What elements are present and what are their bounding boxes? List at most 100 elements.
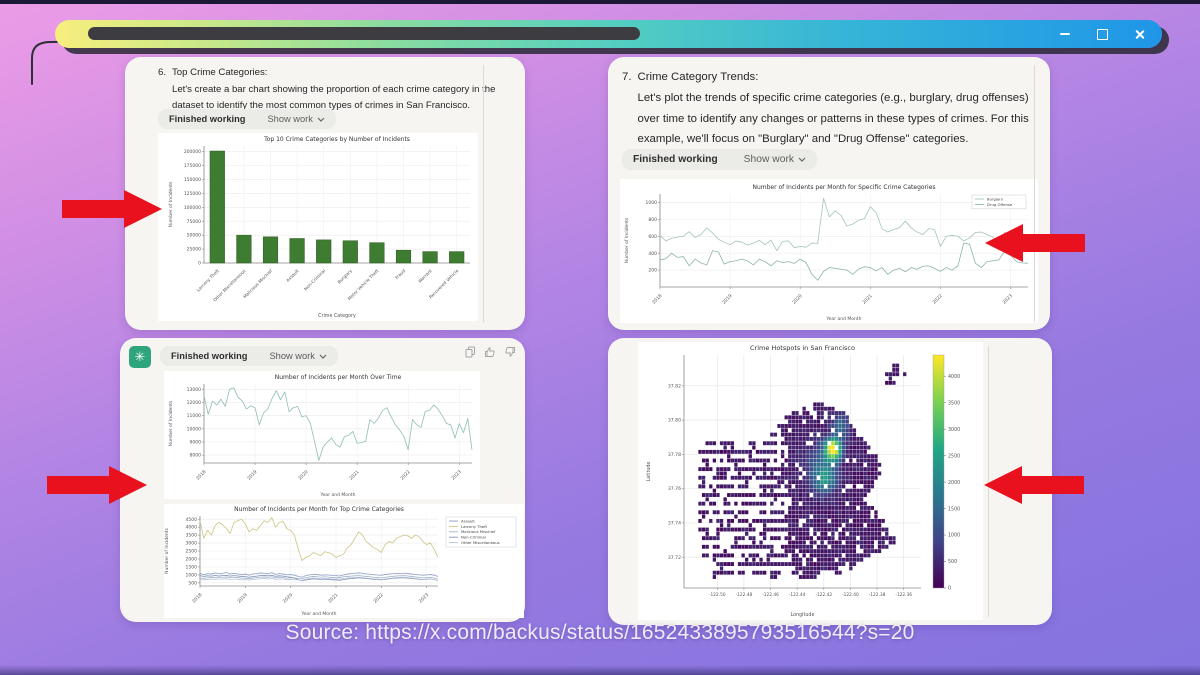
svg-text:12000: 12000 [187,400,201,406]
svg-text:1000: 1000 [646,200,658,206]
svg-text:2023: 2023 [1002,293,1014,305]
svg-text:125000: 125000 [184,191,201,197]
chevron-down-icon [798,157,806,162]
annotation-arrow-left-top-right [985,224,1085,262]
svg-text:2021: 2021 [327,592,339,604]
window-titlebar [55,20,1162,48]
svg-text:500: 500 [948,559,957,565]
step-body: Let's plot the trends of specific crime … [637,92,1029,145]
copy-button[interactable] [465,346,476,358]
scrollbar-track[interactable] [483,65,484,322]
show-work-button[interactable]: Show work [744,154,806,165]
panel-crime-category-trends: 7. Crime Category Trends: Let's plot the… [608,57,1050,330]
svg-text:2022: 2022 [372,592,384,604]
svg-text:9000: 9000 [190,440,202,446]
svg-text:3500: 3500 [948,400,960,406]
svg-text:1000: 1000 [186,572,198,578]
minimize-icon [1060,33,1070,35]
svg-text:37.74: 37.74 [668,520,681,526]
source-caption: Source: https://x.com/backus/status/1652… [285,621,915,644]
heatmap-crime-hotspots: Crime Hotspots in San Francisco Latitude L… [638,342,983,620]
line-chart-incidents-over-time: 8000 9000 10000 11000 12000 13000 Number of In… [164,371,480,499]
svg-text:2018: 2018 [651,293,663,305]
annotation-arrow-left-bottom-right [984,466,1084,504]
status-label: Finished working [169,114,246,124]
svg-text:2020: 2020 [297,469,309,481]
svg-text:Top 10 Crime Categories by Num: Top 10 Crime Categories by Number of Inc… [263,136,410,143]
svg-text:100000: 100000 [184,205,201,211]
scrollbar-track[interactable] [988,346,989,617]
svg-text:1000: 1000 [948,533,960,539]
status-label: Finished working [633,154,718,165]
svg-text:600: 600 [648,234,657,240]
svg-text:1500: 1500 [186,565,198,571]
svg-text:Malicious Mischief: Malicious Mischief [461,529,496,534]
svg-text:Crime Category: Crime Category [318,313,356,319]
svg-text:Number of Incidents: Number of Incidents [168,181,174,227]
svg-text:2023: 2023 [450,469,462,481]
message-actions [465,346,516,358]
svg-text:13000: 13000 [187,387,201,393]
svg-text:0: 0 [198,261,201,267]
bar-chart-top-categories: 0 25000 50000 75000 100000 125000 150000 175000… [158,133,478,321]
svg-text:200000: 200000 [184,149,201,155]
svg-text:37.82: 37.82 [668,383,681,389]
svg-text:75000: 75000 [187,219,201,225]
panel-chatgpt-message: ✳ Finished working Show work 8000 9000 100… [120,338,525,622]
svg-text:Burglary: Burglary [987,196,1004,201]
finished-working-pill: Finished working Show work [158,109,336,129]
window-outline-doodle [31,38,337,85]
svg-text:-122.40: -122.40 [842,592,859,598]
minimize-button[interactable] [1058,27,1072,41]
svg-text:2021: 2021 [861,293,873,305]
svg-text:11000: 11000 [187,413,201,419]
svg-text:150000: 150000 [184,177,201,183]
maximize-icon [1096,28,1108,40]
svg-text:Assault: Assault [461,518,475,523]
svg-text:-122.50: -122.50 [709,592,726,598]
svg-text:Latitude: Latitude [646,462,652,482]
svg-text:0: 0 [948,586,951,592]
svg-text:2018: 2018 [191,592,203,604]
svg-text:Warrant: Warrant [417,268,434,285]
chatgpt-avatar: ✳ [129,346,151,368]
svg-text:2022: 2022 [931,293,943,305]
svg-text:Number of Incidents per Month: Number of Incidents per Month for Top Cr… [234,506,404,513]
svg-text:Drug Offense: Drug Offense [987,202,1013,207]
thumbs-down-button[interactable] [504,346,516,358]
svg-text:Longitude: Longitude [791,612,815,618]
svg-text:Number of Incidents: Number of Incidents [164,527,170,573]
svg-text:Number of Incidents: Number of Incidents [624,217,630,263]
step-text: 7. Crime Category Trends: Let's plot the… [622,67,1036,149]
close-icon [1134,29,1145,40]
show-work-button[interactable]: Show work [267,114,325,124]
svg-text:37.80: 37.80 [668,418,681,424]
svg-text:8000: 8000 [190,453,202,459]
chatgpt-logo-icon: ✳ [134,349,146,365]
scrollbar-track[interactable] [1034,65,1035,322]
chevron-down-icon [317,117,325,122]
step-number: 6. [158,67,167,78]
svg-text:Number of Incidents: Number of Incidents [168,400,174,446]
svg-text:-122.44: -122.44 [789,592,806,598]
window-controls [1058,20,1146,48]
svg-text:2020: 2020 [282,592,294,604]
svg-text:50000: 50000 [187,233,201,239]
close-button[interactable] [1132,27,1146,41]
thumbs-up-button[interactable] [484,346,496,358]
svg-text:Crime Hotspots in San Francisc: Crime Hotspots in San Francisco [750,344,855,352]
svg-text:2019: 2019 [246,469,258,481]
svg-text:2019: 2019 [721,293,733,305]
svg-text:500: 500 [188,580,197,586]
chevron-down-icon [319,354,327,359]
maximize-button[interactable] [1095,27,1109,41]
step-body: Let's create a bar chart showing the pro… [172,83,496,111]
svg-text:2023: 2023 [418,592,430,604]
titlebar-dark-pill [88,27,640,40]
svg-text:Assault: Assault [285,268,301,284]
svg-text:3000: 3000 [948,427,960,433]
show-work-button[interactable]: Show work [269,351,327,361]
finished-working-pill: Finished working Show work [622,149,818,170]
svg-text:10000: 10000 [187,426,201,432]
